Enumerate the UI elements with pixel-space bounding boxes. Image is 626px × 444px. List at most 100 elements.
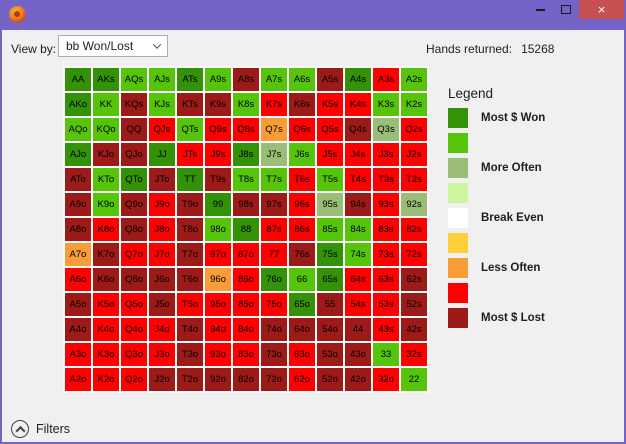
hand-cell-74o[interactable]: 74o <box>261 318 287 341</box>
hand-cell-92s[interactable]: 92s <box>401 193 427 216</box>
hand-cell-64o[interactable]: 64o <box>289 318 315 341</box>
hand-cell-84o[interactable]: 84o <box>233 318 259 341</box>
hand-cell-T2s[interactable]: T2s <box>401 168 427 191</box>
hand-cell-T5s[interactable]: T5s <box>317 168 343 191</box>
hand-cell-Q7o[interactable]: Q7o <box>121 243 147 266</box>
hand-cell-75o[interactable]: 75o <box>261 293 287 316</box>
hand-cell-J9o[interactable]: J9o <box>149 193 175 216</box>
hand-cell-AQo[interactable]: AQo <box>65 118 91 141</box>
hand-cell-QTo[interactable]: QTo <box>121 168 147 191</box>
hand-cell-J2s[interactable]: J2s <box>401 143 427 166</box>
hand-cell-T6s[interactable]: T6s <box>289 168 315 191</box>
hand-cell-J7s[interactable]: J7s <box>261 143 287 166</box>
hand-cell-T9s[interactable]: T9s <box>205 168 231 191</box>
hand-cell-75s[interactable]: 75s <box>317 243 343 266</box>
hand-cell-TT[interactable]: TT <box>177 168 203 191</box>
hand-cell-KJo[interactable]: KJo <box>93 143 119 166</box>
hand-cell-42s[interactable]: 42s <box>401 318 427 341</box>
hand-cell-T3o[interactable]: T3o <box>177 343 203 366</box>
hand-cell-J8s[interactable]: J8s <box>233 143 259 166</box>
hand-cell-A4s[interactable]: A4s <box>345 68 371 91</box>
hand-cell-72o[interactable]: 72o <box>261 368 287 391</box>
hand-cell-98o[interactable]: 98o <box>205 218 231 241</box>
hand-cell-A9o[interactable]: A9o <box>65 193 91 216</box>
hand-cell-86o[interactable]: 86o <box>233 268 259 291</box>
hand-cell-JJ[interactable]: JJ <box>149 143 175 166</box>
hand-cell-87s[interactable]: 87s <box>261 218 287 241</box>
hand-cell-Q2o[interactable]: Q2o <box>121 368 147 391</box>
hand-cell-J3o[interactable]: J3o <box>149 343 175 366</box>
hand-cell-76o[interactable]: 76o <box>261 268 287 291</box>
hand-cell-53s[interactable]: 53s <box>373 293 399 316</box>
minimize-button[interactable] <box>527 0 553 19</box>
close-button[interactable]: × <box>579 0 624 19</box>
hand-cell-88[interactable]: 88 <box>233 218 259 241</box>
hand-cell-A2o[interactable]: A2o <box>65 368 91 391</box>
hand-cell-A3s[interactable]: A3s <box>373 68 399 91</box>
hand-cell-A2s[interactable]: A2s <box>401 68 427 91</box>
hand-cell-AKo[interactable]: AKo <box>65 93 91 116</box>
hand-cell-J6s[interactable]: J6s <box>289 143 315 166</box>
maximize-button[interactable] <box>553 0 579 19</box>
hand-cell-52o[interactable]: 52o <box>317 368 343 391</box>
hand-cell-Q8s[interactable]: Q8s <box>233 118 259 141</box>
view-by-dropdown[interactable]: bb Won/Lost <box>58 35 168 57</box>
hand-cell-K5s[interactable]: K5s <box>317 93 343 116</box>
hand-cell-T7s[interactable]: T7s <box>261 168 287 191</box>
hand-cell-T8o[interactable]: T8o <box>177 218 203 241</box>
hand-cell-52s[interactable]: 52s <box>401 293 427 316</box>
hand-cell-95o[interactable]: 95o <box>205 293 231 316</box>
hand-cell-53o[interactable]: 53o <box>317 343 343 366</box>
hand-cell-J5o[interactable]: J5o <box>149 293 175 316</box>
hand-cell-72s[interactable]: 72s <box>401 243 427 266</box>
hand-cell-94o[interactable]: 94o <box>205 318 231 341</box>
hand-cell-76s[interactable]: 76s <box>289 243 315 266</box>
hand-cell-32s[interactable]: 32s <box>401 343 427 366</box>
hand-cell-T6o[interactable]: T6o <box>177 268 203 291</box>
hand-cell-T5o[interactable]: T5o <box>177 293 203 316</box>
hand-cell-93o[interactable]: 93o <box>205 343 231 366</box>
hand-cell-T7o[interactable]: T7o <box>177 243 203 266</box>
hand-cell-A9s[interactable]: A9s <box>205 68 231 91</box>
hand-cell-73o[interactable]: 73o <box>261 343 287 366</box>
hand-cell-A3o[interactable]: A3o <box>65 343 91 366</box>
hand-cell-82s[interactable]: 82s <box>401 218 427 241</box>
hand-cell-K6s[interactable]: K6s <box>289 93 315 116</box>
hand-cell-A6o[interactable]: A6o <box>65 268 91 291</box>
hand-cell-T9o[interactable]: T9o <box>177 193 203 216</box>
hand-cell-K3o[interactable]: K3o <box>93 343 119 366</box>
hand-cell-62o[interactable]: 62o <box>289 368 315 391</box>
hand-cell-98s[interactable]: 98s <box>233 193 259 216</box>
hand-cell-J2o[interactable]: J2o <box>149 368 175 391</box>
hand-cell-43o[interactable]: 43o <box>345 343 371 366</box>
hand-cell-T8s[interactable]: T8s <box>233 168 259 191</box>
hand-cell-94s[interactable]: 94s <box>345 193 371 216</box>
hand-cell-KJs[interactable]: KJs <box>149 93 175 116</box>
hand-cell-QJs[interactable]: QJs <box>149 118 175 141</box>
hand-cell-A8o[interactable]: A8o <box>65 218 91 241</box>
hand-cell-J4s[interactable]: J4s <box>345 143 371 166</box>
hand-cell-K2o[interactable]: K2o <box>93 368 119 391</box>
hand-cell-Q9o[interactable]: Q9o <box>121 193 147 216</box>
hand-cell-ATs[interactable]: ATs <box>177 68 203 91</box>
hand-cell-66[interactable]: 66 <box>289 268 315 291</box>
hand-cell-K9o[interactable]: K9o <box>93 193 119 216</box>
hand-cell-22[interactable]: 22 <box>401 368 427 391</box>
hand-cell-J5s[interactable]: J5s <box>317 143 343 166</box>
hand-cell-43s[interactable]: 43s <box>373 318 399 341</box>
hand-cell-KQs[interactable]: KQs <box>121 93 147 116</box>
hand-cell-63s[interactable]: 63s <box>373 268 399 291</box>
hand-cell-82o[interactable]: 82o <box>233 368 259 391</box>
hand-cell-JTo[interactable]: JTo <box>149 168 175 191</box>
hand-cell-Q2s[interactable]: Q2s <box>401 118 427 141</box>
hand-cell-93s[interactable]: 93s <box>373 193 399 216</box>
hand-cell-K7s[interactable]: K7s <box>261 93 287 116</box>
hand-cell-42o[interactable]: 42o <box>345 368 371 391</box>
hand-cell-A8s[interactable]: A8s <box>233 68 259 91</box>
hand-cell-32o[interactable]: 32o <box>373 368 399 391</box>
hand-cell-97o[interactable]: 97o <box>205 243 231 266</box>
hand-cell-Q6s[interactable]: Q6s <box>289 118 315 141</box>
hand-cell-KTo[interactable]: KTo <box>93 168 119 191</box>
hand-cell-K6o[interactable]: K6o <box>93 268 119 291</box>
hand-cell-85o[interactable]: 85o <box>233 293 259 316</box>
